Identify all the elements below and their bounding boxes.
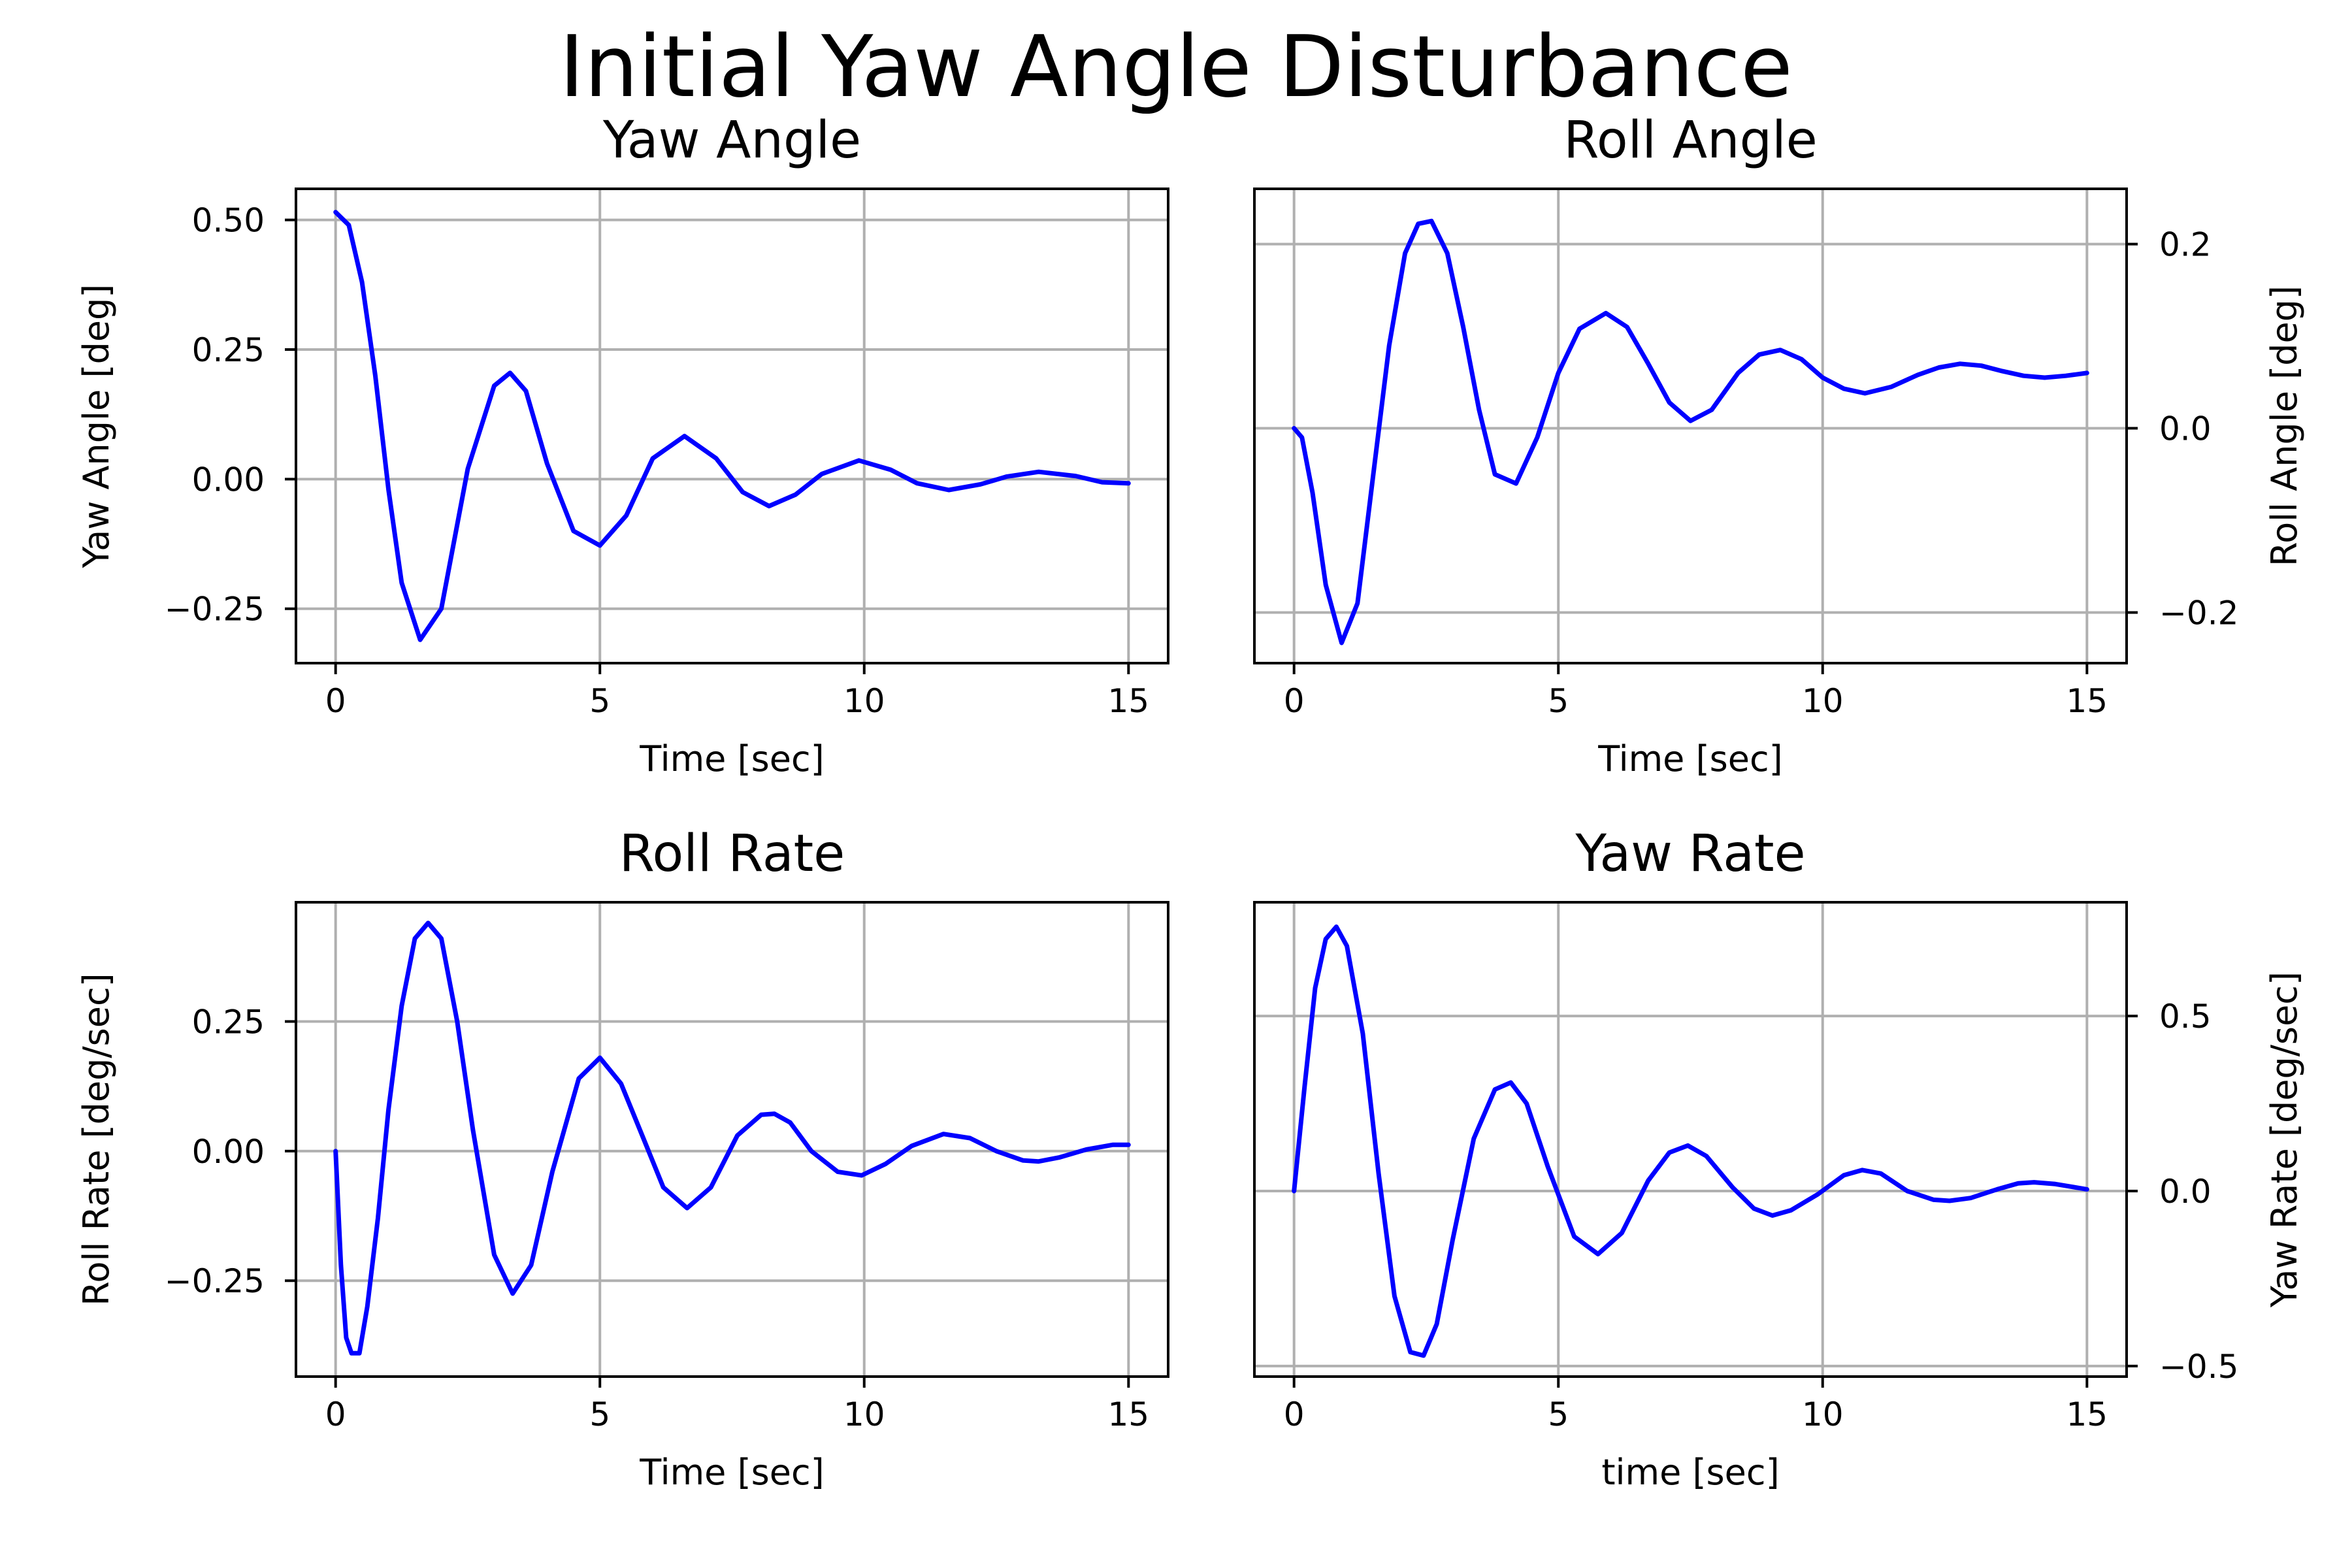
roll-angle-series-line-0 — [1292, 218, 2089, 645]
yaw-angle-xtick-label-2: 10 — [843, 682, 885, 720]
yaw-rate-chart: 0 5 10 15 −0.5 0.0 0.5 Yaw Rate time [sec] Yaw Ra… — [1253, 825, 2305, 1493]
yaw-angle-ytick-label-0: −0.25 — [165, 591, 265, 629]
yaw-angle-xtick-label-1: 5 — [589, 682, 610, 720]
roll-rate-xtick-label-1: 5 — [589, 1396, 610, 1433]
yaw-rate-series-line-0 — [1292, 924, 2089, 1358]
roll-rate-xtick-label-3: 15 — [1108, 1396, 1150, 1433]
roll-rate-title: Roll Rate — [619, 825, 845, 883]
yaw-angle-xtick-label-0: 0 — [325, 682, 346, 720]
roll-rate-ytick-label-2: 0.25 — [192, 1003, 265, 1041]
roll-angle-chart: 0 5 10 15 −0.2 0.0 0.2 Roll Angle Time [sec] Roll… — [1253, 111, 2305, 779]
roll-rate-chart: 0 5 10 15 −0.25 0.00 0.25 Roll Rate Time [sec] Ro… — [76, 825, 1169, 1493]
yaw-rate-xtick-label-3: 15 — [2066, 1396, 2108, 1433]
roll-rate-ylabel: Roll Rate [deg/sec] — [76, 973, 117, 1305]
roll-angle-ylabel: Roll Angle [deg] — [2264, 286, 2305, 566]
roll-rate-ytick-label-1: 0.00 — [192, 1133, 265, 1171]
roll-rate-series-line-0 — [333, 921, 1131, 1356]
yaw-rate-ytick-label-0: −0.5 — [2159, 1348, 2238, 1386]
yaw-rate-ylabel: Yaw Rate [deg/sec] — [2264, 972, 2305, 1308]
yaw-angle-axes-frame — [295, 188, 1169, 664]
yaw-angle-chart: 0 5 10 15 −0.25 0.00 0.25 0.50 Yaw Angle Time [se… — [76, 111, 1169, 779]
roll-angle-xtick-label-3: 15 — [2066, 682, 2108, 720]
yaw-rate-title: Yaw Rate — [1575, 825, 1805, 883]
roll-angle-ytick-label-1: 0.0 — [2159, 410, 2212, 448]
roll-angle-ytick-label-2: 0.2 — [2159, 226, 2212, 264]
yaw-angle-xlabel: Time [sec] — [639, 738, 825, 779]
yaw-angle-ylabel: Yaw Angle [deg] — [76, 284, 117, 569]
roll-angle-axes-frame — [1253, 188, 2128, 664]
roll-rate-ytick-label-0: −0.25 — [165, 1262, 265, 1300]
yaw-rate-xtick-label-2: 10 — [1802, 1396, 1844, 1433]
yaw-rate-axes-frame — [1253, 901, 2128, 1378]
roll-rate-xtick-label-2: 10 — [843, 1396, 885, 1433]
yaw-rate-xtick-label-0: 0 — [1284, 1396, 1305, 1433]
roll-angle-title: Roll Angle — [1563, 111, 1818, 170]
roll-angle-ytick-label-0: −0.2 — [2159, 594, 2238, 632]
roll-angle-xlabel: Time [sec] — [1597, 738, 1783, 779]
roll-angle-xtick-label-2: 10 — [1802, 682, 1844, 720]
roll-angle-xtick-label-1: 5 — [1548, 682, 1569, 720]
yaw-rate-xtick-label-1: 5 — [1548, 1396, 1569, 1433]
roll-rate-xtick-label-0: 0 — [325, 1396, 346, 1433]
yaw-rate-ytick-label-1: 0.0 — [2159, 1173, 2212, 1211]
yaw-angle-ytick-label-2: 0.25 — [192, 331, 265, 369]
figure-title: Initial Yaw Angle Disturbance — [559, 17, 1793, 116]
roll-rate-axes-frame — [295, 901, 1169, 1378]
yaw-angle-series-line-0 — [333, 210, 1131, 642]
yaw-angle-xtick-label-3: 15 — [1108, 682, 1150, 720]
yaw-angle-title: Yaw Angle — [602, 111, 861, 170]
yaw-rate-xlabel: time [sec] — [1601, 1452, 1779, 1493]
roll-angle-xtick-label-0: 0 — [1284, 682, 1305, 720]
roll-rate-xlabel: Time [sec] — [639, 1452, 825, 1493]
yaw-angle-ytick-label-1: 0.00 — [192, 461, 265, 498]
yaw-rate-ytick-label-2: 0.5 — [2159, 998, 2212, 1036]
yaw-angle-ytick-label-3: 0.50 — [192, 202, 265, 240]
